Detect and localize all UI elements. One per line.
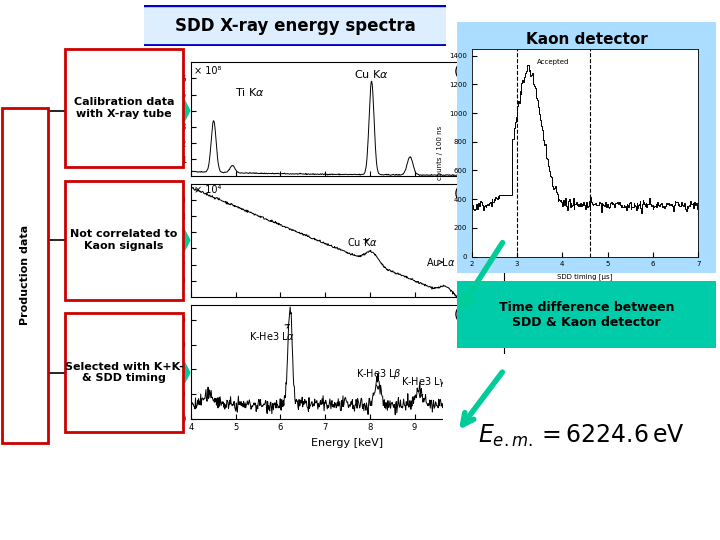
FancyBboxPatch shape: [65, 313, 183, 432]
Text: × 10⁴: × 10⁴: [194, 185, 221, 195]
Text: $E_{e.m.} = 6224.6\,\mathrm{eV}$: $E_{e.m.} = 6224.6\,\mathrm{eV}$: [478, 423, 685, 449]
Text: Selected with K+K-
& SDD timing: Selected with K+K- & SDD timing: [65, 362, 184, 383]
Text: Au L$\alpha$: Au L$\alpha$: [426, 256, 455, 268]
X-axis label: SDD timing [μs]: SDD timing [μs]: [557, 273, 613, 280]
Text: K-He3 L$\gamma$: K-He3 L$\gamma$: [401, 375, 447, 397]
Y-axis label: count / 30 eV: count / 30 eV: [166, 93, 175, 144]
Y-axis label: count / 30 eV: count / 30 eV: [161, 215, 170, 266]
FancyArrow shape: [177, 230, 190, 251]
FancyBboxPatch shape: [65, 181, 183, 300]
FancyBboxPatch shape: [2, 108, 48, 443]
Text: (c): (c): [454, 308, 472, 322]
Text: K-He3 L$\alpha$: K-He3 L$\alpha$: [249, 325, 295, 342]
Text: Calibration data
with X-ray tube: Calibration data with X-ray tube: [73, 97, 174, 119]
FancyArrow shape: [177, 100, 190, 121]
Text: SDD X-ray energy spectra: SDD X-ray energy spectra: [175, 17, 415, 35]
FancyArrow shape: [177, 362, 190, 383]
Text: Ti K$\alpha$: Ti K$\alpha$: [235, 86, 264, 98]
FancyBboxPatch shape: [429, 346, 720, 526]
FancyBboxPatch shape: [65, 49, 183, 167]
Text: Accepted: Accepted: [537, 59, 570, 65]
FancyBboxPatch shape: [135, 6, 456, 45]
Text: K-He3 L$\beta$: K-He3 L$\beta$: [356, 367, 402, 389]
Text: Production data: Production data: [20, 225, 30, 326]
X-axis label: Energy [keV]: Energy [keV]: [311, 438, 384, 448]
Text: × 10⁸: × 10⁸: [194, 65, 221, 76]
Text: (a): (a): [454, 65, 473, 79]
Text: Cu K$\alpha$: Cu K$\alpha$: [354, 68, 389, 80]
Text: Not correlated to
Kaon signals: Not correlated to Kaon signals: [71, 230, 178, 251]
FancyBboxPatch shape: [447, 11, 720, 283]
FancyBboxPatch shape: [444, 278, 720, 352]
Y-axis label: counts / 100 ns: counts / 100 ns: [437, 125, 444, 180]
Y-axis label: count / 30 eV: count / 30 eV: [156, 336, 165, 387]
Text: Kaon detector: Kaon detector: [526, 32, 648, 46]
Text: Cu K$\alpha$: Cu K$\alpha$: [347, 236, 378, 248]
Text: Time difference between
SDD & Kaon detector: Time difference between SDD & Kaon detec…: [499, 301, 675, 328]
Text: (b): (b): [454, 186, 474, 200]
